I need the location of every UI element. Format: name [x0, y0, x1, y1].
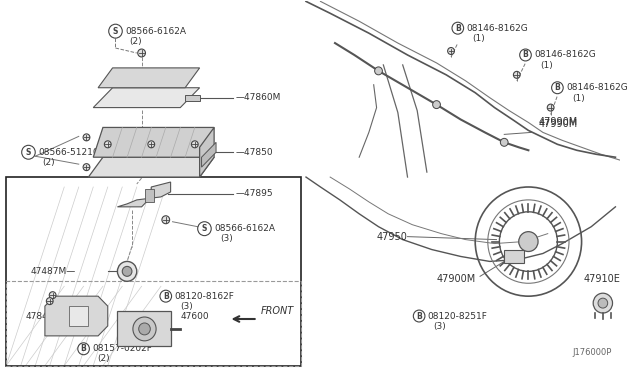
Text: 47910E: 47910E [584, 274, 620, 284]
Circle shape [519, 232, 538, 251]
Text: 47950: 47950 [376, 232, 408, 242]
Circle shape [162, 216, 170, 224]
Polygon shape [117, 182, 171, 207]
Text: 08157-0202F: 08157-0202F [92, 344, 152, 353]
Polygon shape [45, 296, 108, 336]
Bar [504, 250, 524, 263]
Text: (1): (1) [540, 61, 553, 70]
Bar [117, 311, 171, 346]
Circle shape [547, 104, 554, 111]
Text: 08566-51210: 08566-51210 [38, 148, 99, 157]
Text: 08146-8162G: 08146-8162G [467, 24, 528, 33]
Text: (3): (3) [220, 234, 233, 243]
Text: J176000P: J176000P [572, 348, 611, 357]
Polygon shape [98, 68, 200, 88]
Circle shape [500, 138, 508, 146]
Circle shape [191, 141, 198, 148]
Text: 47990M: 47990M [538, 118, 577, 128]
Text: 47840: 47840 [26, 311, 54, 321]
Polygon shape [69, 306, 88, 326]
Text: 08566-6162A: 08566-6162A [214, 224, 275, 233]
Text: 08120-8162F: 08120-8162F [175, 292, 234, 301]
Polygon shape [93, 128, 214, 157]
Text: (3): (3) [434, 323, 446, 331]
Polygon shape [145, 189, 154, 202]
Text: (2): (2) [42, 158, 54, 167]
Circle shape [374, 67, 382, 75]
Text: —47850: —47850 [236, 148, 273, 157]
Text: S: S [26, 148, 31, 157]
Text: FRONT: FRONT [260, 306, 294, 316]
Text: B: B [163, 292, 169, 301]
Text: 47900M: 47900M [436, 274, 476, 284]
Text: 08146-8162G: 08146-8162G [534, 51, 596, 60]
Text: 08566-6162A: 08566-6162A [125, 27, 186, 36]
Text: (2): (2) [97, 354, 109, 363]
Text: B: B [523, 51, 529, 60]
Polygon shape [185, 95, 200, 101]
Text: —47860M: —47860M [236, 93, 281, 102]
Text: B: B [455, 24, 461, 33]
Circle shape [598, 298, 608, 308]
Circle shape [122, 266, 132, 276]
Circle shape [148, 141, 155, 148]
Text: B: B [416, 311, 422, 321]
Circle shape [133, 317, 156, 341]
Text: B: B [81, 344, 86, 353]
Text: 47600: 47600 [180, 311, 209, 321]
Circle shape [104, 141, 111, 148]
Text: S: S [113, 27, 118, 36]
Circle shape [138, 49, 145, 57]
Text: —47895: —47895 [236, 189, 273, 198]
Circle shape [139, 323, 150, 335]
Text: 47990M: 47990M [538, 119, 577, 129]
Text: (2): (2) [129, 36, 141, 46]
Text: B: B [554, 83, 560, 92]
Polygon shape [88, 157, 214, 177]
Text: (3): (3) [180, 302, 193, 311]
Circle shape [513, 71, 520, 78]
Polygon shape [202, 142, 216, 167]
Circle shape [49, 292, 56, 299]
Circle shape [447, 48, 454, 54]
Text: S: S [202, 224, 207, 233]
Text: 47487M—: 47487M— [30, 267, 76, 276]
Circle shape [46, 298, 53, 305]
Text: 08146-8162G: 08146-8162G [566, 83, 628, 92]
Text: (1): (1) [472, 33, 485, 43]
Polygon shape [200, 128, 214, 177]
Circle shape [83, 134, 90, 141]
Circle shape [83, 164, 90, 171]
Bar [6, 177, 301, 366]
Circle shape [433, 101, 440, 109]
Circle shape [117, 262, 137, 281]
Text: (1): (1) [572, 94, 585, 103]
Circle shape [593, 293, 612, 313]
Bar [6, 281, 301, 366]
Text: 08120-8251F: 08120-8251F [428, 311, 488, 321]
Polygon shape [93, 88, 200, 108]
